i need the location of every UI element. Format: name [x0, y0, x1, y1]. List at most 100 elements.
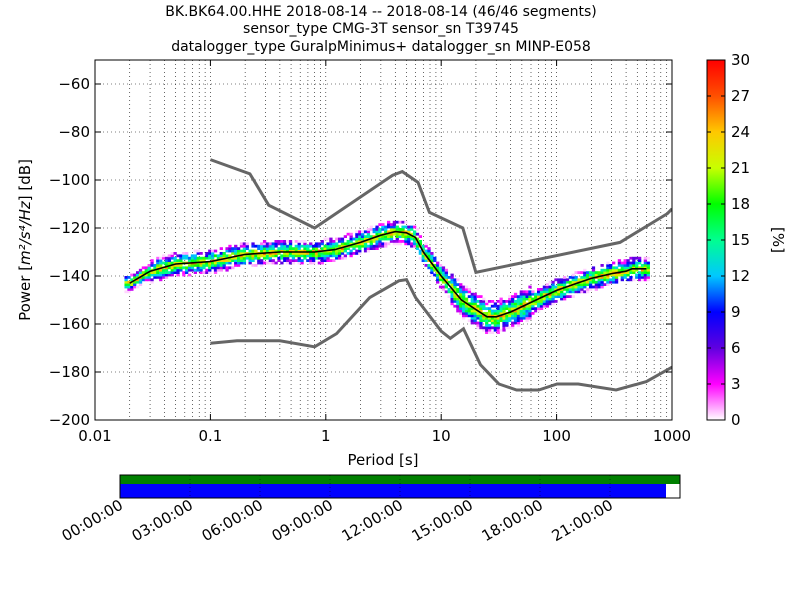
- heatmap-cell: [603, 283, 607, 286]
- heatmap-cell: [542, 302, 547, 306]
- heatmap-cell: [271, 254, 275, 258]
- heatmap-cell: [485, 319, 489, 322]
- heatmap-cell: [323, 237, 327, 241]
- heatmap-cell: [199, 266, 203, 270]
- heatmap-cell: [557, 280, 561, 284]
- heatmap-cell: [262, 244, 267, 248]
- heatmap-cell: [127, 285, 131, 289]
- heatmap-cell: [473, 309, 477, 313]
- heatmap-cell: [617, 268, 622, 272]
- heatmap-cell: [513, 300, 518, 303]
- heatmap-cell: [462, 309, 466, 313]
- heatmap-cell: [317, 252, 322, 255]
- heatmap-cell: [337, 240, 342, 243]
- colorbar-ticks: 0 3 6 9 12 15 18 21 24 27 30: [707, 51, 750, 429]
- heatmap-cell: [239, 261, 244, 265]
- heatmap-cell: [580, 276, 584, 279]
- timeline-tick-label: 18:00:00: [479, 496, 546, 545]
- heatmap-cell: [257, 244, 261, 248]
- heatmap-cell: [490, 309, 495, 313]
- heatmap-cell: [511, 302, 515, 306]
- heatmap-cell: [361, 235, 365, 238]
- heatmap-cell: [164, 264, 169, 267]
- heatmap-cell: [156, 266, 160, 270]
- heatmap-cell: [410, 235, 414, 238]
- heatmap-cell: [346, 247, 350, 250]
- heatmap-cell: [349, 249, 353, 253]
- heatmap-cell: [574, 271, 578, 274]
- heatmap-cell: [311, 244, 316, 248]
- heatmap-cell: [228, 259, 232, 262]
- heatmap-cell: [444, 268, 448, 272]
- heatmap-cell: [441, 276, 446, 279]
- heatmap-cell: [363, 235, 368, 238]
- heatmap-cell: [485, 312, 489, 315]
- heatmap-cell: [412, 244, 417, 248]
- heatmap-cell: [430, 273, 434, 277]
- heatmap-cell: [493, 319, 498, 322]
- heatmap-cell: [453, 288, 457, 291]
- heatmap-cell: [138, 278, 143, 282]
- heatmap-cell: [450, 300, 454, 303]
- heatmap-cell: [156, 261, 160, 265]
- heatmap-cell: [355, 230, 359, 234]
- heatmap-cell: [505, 304, 509, 308]
- heatmap-cell: [502, 307, 506, 310]
- heatmap-cell: [485, 324, 489, 327]
- heatmap-cell: [205, 254, 209, 258]
- heatmap-cell: [147, 268, 151, 272]
- heatmap-cell: [609, 266, 613, 270]
- heatmap-cell: [159, 264, 163, 267]
- heatmap-cell: [571, 288, 575, 291]
- heatmap-cell: [450, 273, 454, 277]
- heatmap-cell: [190, 264, 195, 267]
- heatmap-cell: [562, 276, 567, 279]
- heatmap-cell: [245, 254, 249, 258]
- heatmap-cell: [187, 264, 192, 267]
- heatmap-cell: [326, 252, 330, 255]
- heatmap-cell: [185, 256, 189, 260]
- heatmap-cell: [372, 247, 376, 250]
- heatmap-cell: [583, 285, 587, 289]
- heatmap-cell: [271, 249, 275, 253]
- heatmap-cell: [456, 309, 460, 313]
- heatmap-cell: [479, 316, 483, 320]
- heatmap-cell: [470, 304, 474, 308]
- heatmap-cell: [329, 240, 333, 243]
- heatmap-cell: [234, 259, 238, 262]
- heatmap-cell: [260, 247, 264, 250]
- heatmap-cell: [502, 300, 506, 303]
- heatmap-cell: [407, 240, 411, 243]
- mean-psd-curve: [129, 230, 647, 318]
- heatmap-cell: [643, 256, 648, 260]
- heatmap-cell: [386, 235, 391, 238]
- heatmap-cell: [213, 268, 218, 272]
- heatmap-cell: [459, 304, 463, 308]
- heatmap-cell: [386, 225, 391, 229]
- heatmap-cell: [433, 273, 437, 277]
- heatmap-cell: [389, 237, 394, 241]
- heatmap-cell: [436, 273, 440, 277]
- heatmap-cell: [349, 242, 353, 246]
- heatmap-cell: [554, 288, 558, 291]
- heatmap-cell: [623, 268, 627, 272]
- heatmap-cell: [346, 252, 350, 255]
- heatmap-cell: [487, 309, 492, 313]
- heatmap-cell: [470, 292, 474, 296]
- heatmap-cell: [216, 268, 221, 272]
- heatmap-cell: [384, 237, 388, 241]
- heatmap-cell: [386, 223, 391, 226]
- heatmap-cell: [398, 240, 402, 243]
- heatmap-cell: [586, 283, 590, 286]
- heatmap-cell: [635, 266, 639, 270]
- heatmap-cell: [262, 240, 267, 243]
- heatmap-cell: [187, 266, 192, 270]
- heatmap-cell: [349, 254, 353, 258]
- heatmap-cell: [531, 304, 535, 308]
- heatmap-cell: [179, 254, 183, 258]
- heatmap-cell: [562, 283, 567, 286]
- heatmap-cell: [378, 242, 382, 246]
- heatmap-cell: [528, 292, 532, 296]
- heatmap-cell: [196, 249, 200, 253]
- heatmap-cell: [309, 261, 313, 265]
